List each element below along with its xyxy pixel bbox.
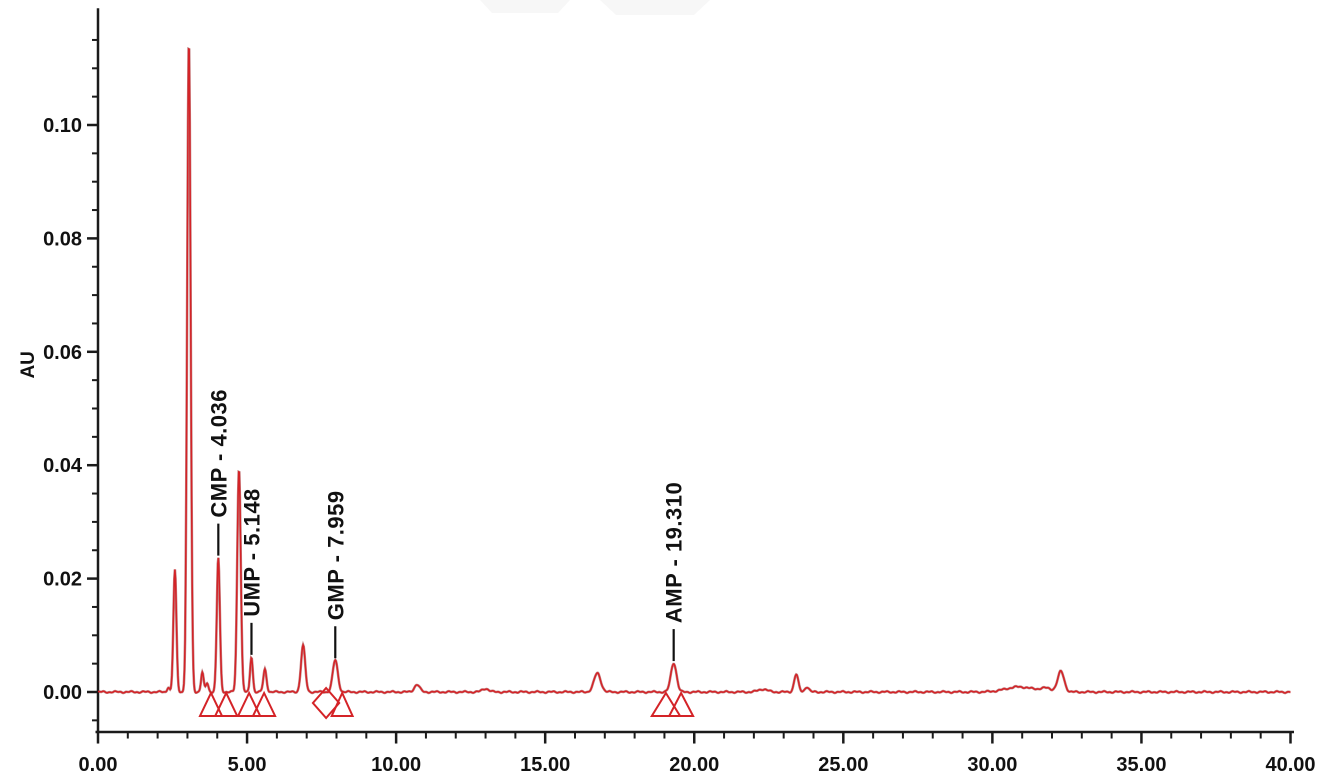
x-tick-label-20.00: 20.00 xyxy=(669,754,719,776)
integration-markers xyxy=(198,686,695,720)
x-tick-label-40.00: 40.00 xyxy=(1265,754,1315,776)
peak-label-UMP: UMP - 5.148 xyxy=(240,488,265,617)
trace-shadow xyxy=(97,46,1291,695)
watermark-shape xyxy=(480,0,570,13)
peak-label-AMP: AMP - 19.310 xyxy=(662,482,687,623)
watermark xyxy=(480,0,710,15)
x-tick-label-15.00: 15.00 xyxy=(520,754,570,776)
trace-line xyxy=(97,47,1291,694)
y-tick-label-0.04: 0.04 xyxy=(43,455,83,477)
x-tick-label-5.00: 5.00 xyxy=(228,754,267,776)
y-tick-label-0.08: 0.08 xyxy=(43,228,82,250)
axes xyxy=(95,8,1294,734)
peak-label-GMP: GMP - 7.959 xyxy=(323,490,348,620)
integration-triangle xyxy=(198,690,224,717)
integration-triangle xyxy=(330,690,355,717)
x-axis: 0.00 5.00 10.00 15.00 20.00 25.00 30.00 35.00 40… xyxy=(79,732,1316,776)
y-axis-title: AU xyxy=(18,351,39,378)
integration-diamond xyxy=(311,686,341,720)
integration-triangle xyxy=(213,690,239,717)
y-tick-label-0.10: 0.10 xyxy=(43,115,82,137)
x-tick-label-25.00: 25.00 xyxy=(818,754,868,776)
x-tick-label-35.00: 35.00 xyxy=(1116,754,1166,776)
trace xyxy=(97,46,1291,695)
integration-triangle xyxy=(667,690,695,717)
y-axis: 0.00 0.02 0.04 0.06 0.08 0.10 AU xyxy=(18,38,98,722)
integration-triangle xyxy=(251,690,277,717)
x-tick-label-0.00: 0.00 xyxy=(79,754,118,776)
watermark-shape xyxy=(600,0,710,15)
y-tick-label-0.06: 0.06 xyxy=(43,342,82,364)
x-tick-label-30.00: 30.00 xyxy=(967,754,1017,776)
integration-triangle xyxy=(650,691,682,717)
peak-labels: CMP - 4.036 UMP - 5.148 GMP - 7.959 AMP - 1… xyxy=(206,389,687,662)
peak-label-CMP: CMP - 4.036 xyxy=(206,389,231,518)
x-tick-label-10.00: 10.00 xyxy=(371,754,421,776)
y-tick-label-0.02: 0.02 xyxy=(43,569,82,591)
y-tick-label-0.00: 0.00 xyxy=(43,682,82,704)
integration-triangle xyxy=(236,690,262,717)
